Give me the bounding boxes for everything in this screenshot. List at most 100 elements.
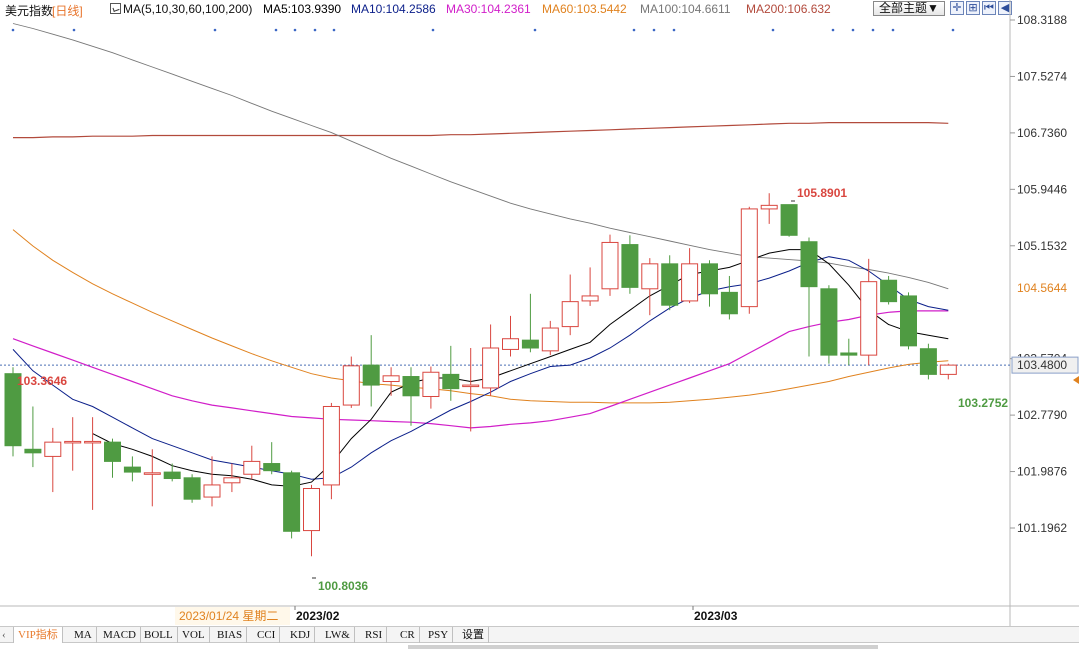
- ma60-line: [12, 229, 949, 404]
- tab-cci[interactable]: CCI: [253, 627, 281, 643]
- horizontal-scrollbar[interactable]: [0, 643, 1079, 649]
- candle: [382, 367, 400, 396]
- candle-body: [641, 263, 659, 290]
- candle-body: [521, 339, 539, 349]
- current-price-box: [1011, 356, 1079, 374]
- ma60-value: MA60:103.5442: [542, 2, 627, 16]
- candle: [780, 204, 798, 237]
- price-arrow-marker: [1073, 376, 1079, 384]
- candle-body: [780, 204, 798, 236]
- candle: [621, 235, 639, 294]
- event-marker-dot: [771, 28, 775, 32]
- tab-boll[interactable]: BOLL: [140, 627, 178, 643]
- zoom-in-icon[interactable]: ⊞: [966, 1, 980, 15]
- tab-vip[interactable]: VIP指标: [14, 627, 63, 643]
- candle-body: [303, 488, 320, 532]
- ma10-value: MA10:104.2586: [351, 2, 436, 16]
- candle: [561, 274, 579, 336]
- chart-header: 美元指数 [日线] MA(5,10,30,60,100,200) MA5:103…: [0, 0, 1010, 18]
- candle: [601, 234, 619, 296]
- candle: [342, 356, 360, 408]
- candle: [263, 442, 281, 475]
- candle: [223, 463, 241, 493]
- tab-psy[interactable]: PSY: [424, 627, 454, 643]
- candle-body: [720, 291, 738, 315]
- event-marker-dot: [871, 28, 875, 32]
- first-icon[interactable]: ⏮: [982, 1, 996, 15]
- ma10-line: [12, 256, 949, 480]
- candlestick-chart[interactable]: 108.3188 107.5274 106.7360 105.9446 105.1532…: [0, 0, 1079, 626]
- event-marker-dot: [332, 28, 336, 32]
- candle: [203, 456, 221, 507]
- tab-lw[interactable]: LW&: [321, 627, 355, 643]
- candle-body: [84, 440, 102, 444]
- candle: [900, 292, 917, 350]
- candle-body: [442, 373, 460, 390]
- candle-body: [939, 364, 957, 375]
- candle-body: [322, 405, 340, 486]
- date-label-mar: 2023/03: [694, 609, 738, 623]
- candle: [541, 320, 559, 356]
- candle-body: [104, 441, 121, 462]
- candle: [800, 237, 818, 357]
- date-label-feb: 2023/02: [296, 609, 340, 623]
- candle: [183, 474, 201, 503]
- candle: [422, 366, 440, 409]
- candle-body: [601, 241, 619, 290]
- candle: [820, 285, 838, 364]
- event-marker-dot: [274, 28, 278, 32]
- tab-bias[interactable]: BIAS: [213, 627, 248, 643]
- ma100-line: [12, 23, 949, 290]
- candle: [939, 363, 957, 380]
- candle: [243, 445, 261, 480]
- candle-body: [263, 463, 281, 472]
- scrollbar-thumb[interactable]: [408, 645, 878, 649]
- candle-body: [163, 471, 181, 480]
- prev-icon[interactable]: ◀: [998, 1, 1012, 15]
- price-axis-label-tick-102: 102.7790: [1017, 408, 1067, 422]
- candle: [521, 293, 539, 353]
- event-marker-dot: [11, 28, 15, 32]
- price-axis-label-tick-105b: 105.1532: [1017, 239, 1067, 253]
- candle-body: [561, 301, 579, 328]
- price-axis-label-tick-101a: 101.9876: [1017, 465, 1067, 479]
- candle-body: [123, 466, 141, 473]
- tab-rsi[interactable]: RSI: [361, 627, 388, 643]
- tab-kdj[interactable]: KDJ: [286, 627, 316, 643]
- event-marker-dot: [213, 28, 217, 32]
- high-price-annotation: 105.8901: [797, 186, 847, 200]
- expand-icon[interactable]: ✛: [950, 1, 964, 15]
- candle: [322, 402, 340, 500]
- candle-body: [800, 241, 818, 288]
- candle: [661, 255, 679, 311]
- candle: [641, 258, 659, 316]
- price-axis-label-tick-107: 107.5274: [1017, 69, 1067, 83]
- candle: [442, 345, 460, 401]
- scroll-left-icon[interactable]: ‹: [0, 627, 14, 643]
- candle: [740, 206, 758, 314]
- instrument-title: 美元指数: [5, 4, 54, 18]
- tab-ma[interactable]: MA: [70, 627, 97, 643]
- candle-body: [740, 208, 758, 308]
- tab-macd[interactable]: MACD: [99, 627, 142, 643]
- candle: [24, 406, 42, 468]
- tab-settings[interactable]: 设置: [458, 627, 489, 643]
- ma-parameters-label[interactable]: MA(5,10,30,60,100,200): [123, 2, 253, 16]
- tab-vol[interactable]: VOL: [178, 627, 210, 643]
- tab-cr[interactable]: CR: [396, 627, 420, 643]
- theme-dropdown-button[interactable]: 全部主题▼: [873, 1, 945, 16]
- price-axis-label-tick-108: 108.3188: [1017, 13, 1067, 27]
- candle-body: [64, 440, 82, 444]
- candle: [840, 338, 858, 366]
- candle: [303, 484, 320, 557]
- candle-body: [44, 441, 62, 457]
- price-axis-label-tick-103b: 103.4800: [1017, 358, 1067, 372]
- event-marker-dot: [652, 28, 656, 32]
- ma100-value: MA100:104.6611: [640, 2, 731, 16]
- candle-body: [860, 281, 878, 356]
- period-selector[interactable]: [日线]: [52, 4, 83, 18]
- price-axis-label-tick-106a: 106.7360: [1017, 126, 1067, 140]
- ma-settings-icon[interactable]: [110, 3, 121, 14]
- candle: [283, 470, 301, 539]
- candle-body: [760, 204, 778, 210]
